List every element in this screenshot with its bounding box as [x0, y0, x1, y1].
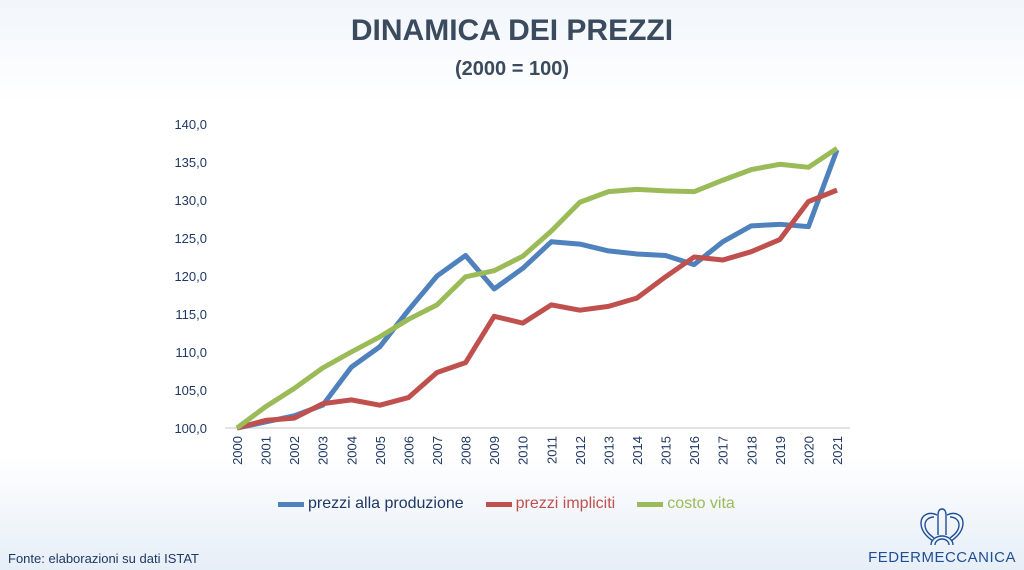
legend-label: costo vita — [667, 495, 735, 512]
eagle-icon — [920, 508, 964, 546]
y-tick-label: 110,0 — [175, 345, 207, 360]
x-tick-label: 2012 — [573, 436, 588, 465]
x-tick-label: 2011 — [544, 436, 559, 464]
x-tick-label: 2000 — [230, 436, 245, 465]
x-tick-label: 2013 — [601, 436, 616, 465]
series-line-2 — [235, 146, 839, 431]
y-tick-label: 130,0 — [174, 193, 207, 208]
y-tick-label: 140,0 — [174, 117, 207, 132]
y-tick-label: 125,0 — [174, 231, 207, 246]
x-tick-label: 2005 — [373, 436, 388, 465]
y-tick-label: 135,0 — [174, 155, 207, 170]
y-tick-label: 115,0 — [175, 307, 207, 322]
legend-swatch — [485, 501, 512, 507]
y-tick-label: 100,0 — [174, 421, 207, 436]
chart-subtitle: (2000 = 100) — [455, 58, 569, 80]
legend: prezzi alla produzione prezzi impliciti co… — [278, 495, 735, 513]
x-tick-label: 2009 — [487, 436, 502, 465]
x-tick-label: 2019 — [773, 436, 788, 465]
x-tick-label: 2016 — [687, 436, 702, 465]
x-tick-label: 2008 — [459, 436, 474, 465]
x-tick-label: 2017 — [716, 436, 731, 465]
x-tick-label: 2004 — [344, 436, 359, 465]
x-tick-label: 2018 — [744, 436, 759, 465]
x-tick-label: 2021 — [830, 436, 845, 465]
legend-item: prezzi alla produzione — [278, 495, 464, 513]
x-tick-label: 2014 — [630, 436, 645, 465]
x-tick-label: 2007 — [430, 436, 445, 465]
x-tick-label: 2020 — [801, 436, 816, 465]
legend-item: prezzi impliciti — [485, 495, 616, 513]
x-tick-label: 2001 — [259, 436, 274, 465]
x-tick-label: 2015 — [659, 436, 674, 465]
y-tick-label: 120,0 — [174, 269, 207, 284]
series-line-0 — [236, 148, 840, 431]
legend-swatch — [637, 501, 664, 507]
x-tick-label: 2002 — [287, 436, 302, 465]
x-tick-label: 2003 — [316, 436, 331, 465]
legend-item: costo vita — [637, 495, 735, 513]
series-line-1 — [236, 187, 838, 431]
chart-title: DINAMICA DEI PREZZI — [350, 14, 674, 47]
x-tick-label: 2010 — [516, 436, 531, 465]
legend-swatch — [278, 501, 304, 507]
source-note: Fonte: elaborazioni su dati ISTAT — [8, 551, 200, 566]
logo-text: FEDERMECCANICA — [868, 549, 1016, 566]
federmeccanica-logo: FEDERMECCANICA — [868, 505, 1016, 566]
y-tick-label: 105,0 — [174, 383, 207, 398]
x-tick-label: 2006 — [401, 436, 416, 465]
legend-label: prezzi alla produzione — [308, 495, 464, 512]
legend-label: prezzi impliciti — [515, 495, 616, 512]
